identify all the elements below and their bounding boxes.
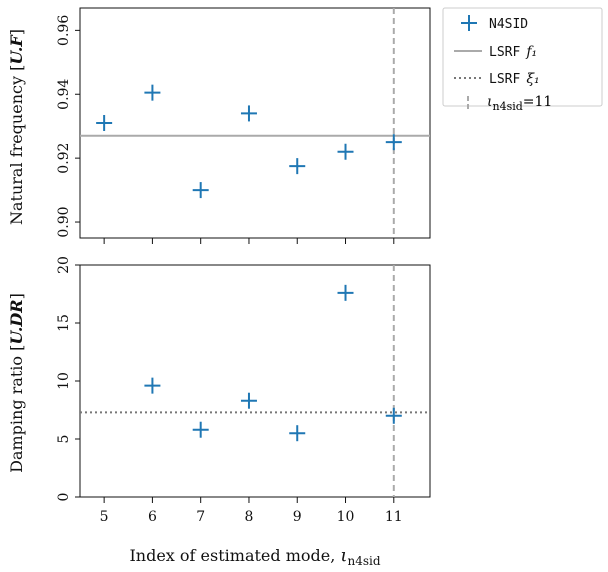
x-tick-label: 8 <box>245 509 254 525</box>
x-tick-label: 6 <box>148 509 157 525</box>
legend-label-lsrf-xi1: LSRF ξ₁ <box>489 71 540 87</box>
legend-label-n4sid: N4SID <box>489 17 528 32</box>
x-axis-label: Index of estimated mode, ιn4sid <box>129 545 380 568</box>
legend-item-n4sid: N4SID <box>461 15 528 32</box>
top-y-tick-label: 0.90 <box>56 206 72 237</box>
top-data-point <box>192 182 209 199</box>
top-plot: 0.90 0.92 0.94 0.96 <box>56 7 431 244</box>
legend-label-lsrf-f1: LSRF f₁ <box>489 44 537 60</box>
bottom-data-point <box>385 407 402 424</box>
top-y-tick-label: 0.94 <box>56 79 72 110</box>
bottom-data-point <box>289 425 306 442</box>
bottom-data-point <box>144 377 161 394</box>
legend-item-lsrf-f1: LSRF f₁ <box>454 44 537 60</box>
bottom-data-point <box>192 421 209 438</box>
x-tick-label: 9 <box>293 509 302 525</box>
x-tick-label: 10 <box>337 509 355 525</box>
bottom-y-tick-label: 20 <box>56 256 72 274</box>
top-data-point <box>289 158 306 175</box>
top-y-axis-label: Natural frequency [U.F] <box>7 29 26 225</box>
top-data-point <box>96 115 113 131</box>
bottom-data-point <box>337 284 354 301</box>
x-tick-label: 11 <box>385 509 403 525</box>
x-tick-label: 5 <box>100 509 109 525</box>
legend-item-vline: ιn4sid=11 <box>467 94 552 113</box>
bottom-data-point <box>240 392 257 409</box>
bottom-plot: 0 5 10 15 20 5 6 7 8 9 10 11 <box>56 256 431 525</box>
legend-box <box>442 7 603 107</box>
top-data-point <box>144 84 161 101</box>
top-y-tick-label: 0.92 <box>56 143 72 174</box>
top-data-point <box>337 143 354 160</box>
bottom-y-tick-label: 10 <box>56 372 72 390</box>
bottom-y-tick-label: 15 <box>56 314 72 332</box>
bottom-y-tick-label: 0 <box>56 493 72 502</box>
bottom-y-axis-label: Damping ratio [U.DR] <box>7 293 26 473</box>
top-data-point <box>240 105 257 122</box>
legend-label-vline: ιn4sid=11 <box>487 94 552 113</box>
bottom-plot-frame <box>79 264 431 498</box>
top-y-tick-label: 0.96 <box>56 15 72 46</box>
top-data-point <box>385 134 402 151</box>
legend-item-lsrf-xi1: LSRF ξ₁ <box>454 71 540 87</box>
bottom-y-tick-label: 5 <box>56 435 72 444</box>
legend: N4SID LSRF f₁ LSRF ξ₁ ιn4sid=11 <box>442 7 603 113</box>
legend-marker-plus <box>461 15 477 31</box>
top-plot-frame <box>79 7 431 239</box>
x-tick-label: 7 <box>196 509 205 525</box>
